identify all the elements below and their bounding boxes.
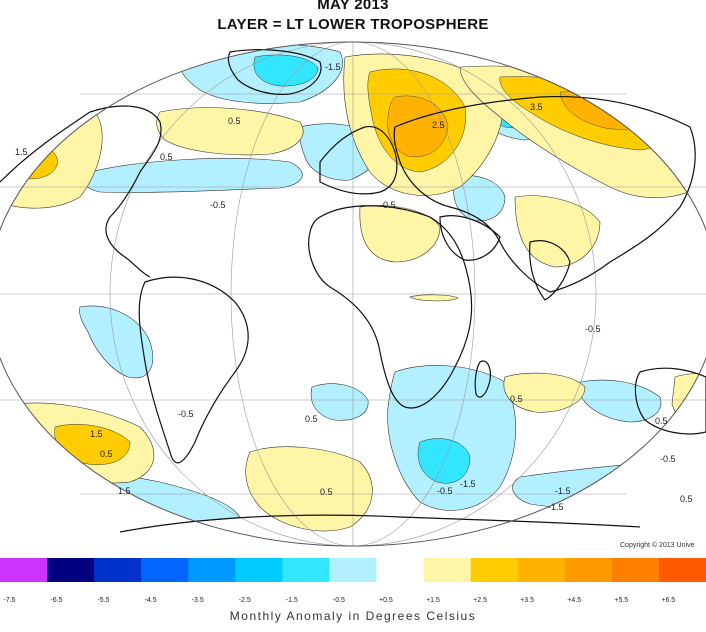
contour-label: 0.5 [305,414,318,424]
contour-label: 0.5 [320,487,333,497]
legend-swatch [658,558,706,582]
contour-label: -0.5 [585,324,601,334]
legend-tick-label: -1.5 [285,597,298,604]
contour-label: -0.5 [380,200,396,210]
contour-label: -1.5 [460,479,476,489]
cold-core-southern-west [19,471,91,498]
contour-label: -0.5 [178,409,194,419]
legend-unit-label: Monthly Anomaly in Degrees Celsius [229,609,477,623]
legend-tick-label: -2.5 [238,597,251,604]
warm-region-australia [671,373,706,433]
contour-label: -0.5 [437,486,453,496]
legend-swatch [235,558,283,582]
cold-core-greenland [253,54,319,87]
north-america-outline [0,105,162,278]
madagascar-outline [474,360,491,398]
anomaly-map: 1.5 0.5 -0.5 -1.5 2.5 3.5 0.5 -0.5 1.5 0.5 -0.5 1.5… [0,41,706,547]
legend-tick-label: -0.5 [332,597,345,604]
contour-label: 0.5 [680,494,693,504]
copyright-notice: Copyright © 2013 Unive [620,542,695,549]
legend-tick-labels: -7.5 -6.5 -5.5 -4.5 -3.5 -2.5 -1.5 -0.5 +0.5 +1.5… [0,597,706,609]
map-subtitle: LAYER = LT LOWER TROPOSPHERE [217,16,489,33]
legend-swatch [141,558,189,582]
legend-tick-label: -7.5 [3,597,16,604]
india-outline [529,240,571,301]
contour-label: -0.5 [660,454,676,464]
contour-label: -0.5 [210,200,226,210]
cold-region-australia-east [579,379,662,423]
legend-tick-label: +5.5 [614,597,629,604]
warm-region-sahara [359,205,441,263]
warm-region-madagascar-east [503,372,586,413]
legend-swatch [611,558,660,582]
contour-label: -1.5 [325,62,341,72]
contour-label: 0.5 [510,394,523,404]
globe-border [0,41,706,547]
legend-swatch [282,558,330,582]
coastlines [0,49,706,533]
legend-tick-label: +4.5 [567,597,582,604]
cold-core-southern-east [608,473,701,493]
south-america-outline [138,276,249,464]
asia-outline [393,95,696,293]
contour-label: 0.5 [228,116,241,126]
hot-core-europe [387,95,449,158]
legend-swatch [376,558,425,582]
warm-region-north-atlantic [156,107,304,156]
legend-tick-label: -4.5 [144,597,157,604]
legend-tick-label: +1.5 [426,597,440,604]
contour-label: 0.5 [100,449,113,459]
cold-region-south-atlantic [310,383,369,421]
legend-colorbar [0,558,706,582]
contour-label: 1.5 [15,147,28,157]
legend-tick-label: -6.5 [50,597,63,604]
legend-swatch [47,558,95,582]
contour-label: 3.5 [530,102,543,112]
contour-label: 1.5 [118,486,131,496]
warm-region-equatorial-strip [409,294,459,302]
australia-outline [634,367,706,435]
legend-swatch [564,558,613,582]
cold-core-south-indian [417,438,471,484]
cold-region-east-pacific [79,305,154,379]
contour-label: -1.5 [548,502,564,512]
africa-outline [308,205,473,409]
legend-swatch [329,558,378,582]
legend-tick-label: -3.5 [191,597,204,604]
cold-region-south-indian [387,365,516,511]
warm-region-india [514,195,601,268]
map-title: MAY 2013 [317,0,389,13]
legend-swatch [423,558,472,582]
legend-swatch [188,558,236,582]
legend-tick-label: +3.5 [520,597,535,604]
legend-swatch [94,558,142,582]
contour-label: -1.5 [555,486,571,496]
warm-region-south-atlantic [245,446,373,532]
legend-tick-label: +2.5 [473,597,488,604]
legend-tick-label: -5.5 [97,597,110,604]
contour-label: 0.5 [655,416,668,426]
arabia-outline [439,215,501,261]
legend-swatch [517,558,566,582]
legend-swatch [0,558,48,582]
legend-swatch [470,558,519,582]
contour-labels: 1.5 0.5 -0.5 -1.5 2.5 3.5 0.5 -0.5 1.5 0.5 -0.5 1.5… [15,62,693,512]
greenland-outline [227,49,322,95]
europe-outline [319,125,398,195]
contour-label: 2.5 [432,120,445,130]
legend-tick-label: +0.5 [378,597,393,604]
contour-label: 1.5 [90,429,103,439]
contour-label: 0.5 [160,152,173,162]
legend-tick-label: +6.5 [661,597,676,604]
antarctica-outline [119,514,641,533]
